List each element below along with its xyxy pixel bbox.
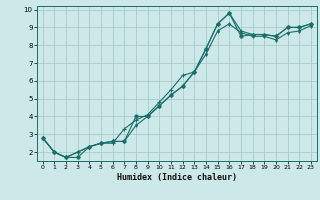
X-axis label: Humidex (Indice chaleur): Humidex (Indice chaleur) xyxy=(117,173,237,182)
